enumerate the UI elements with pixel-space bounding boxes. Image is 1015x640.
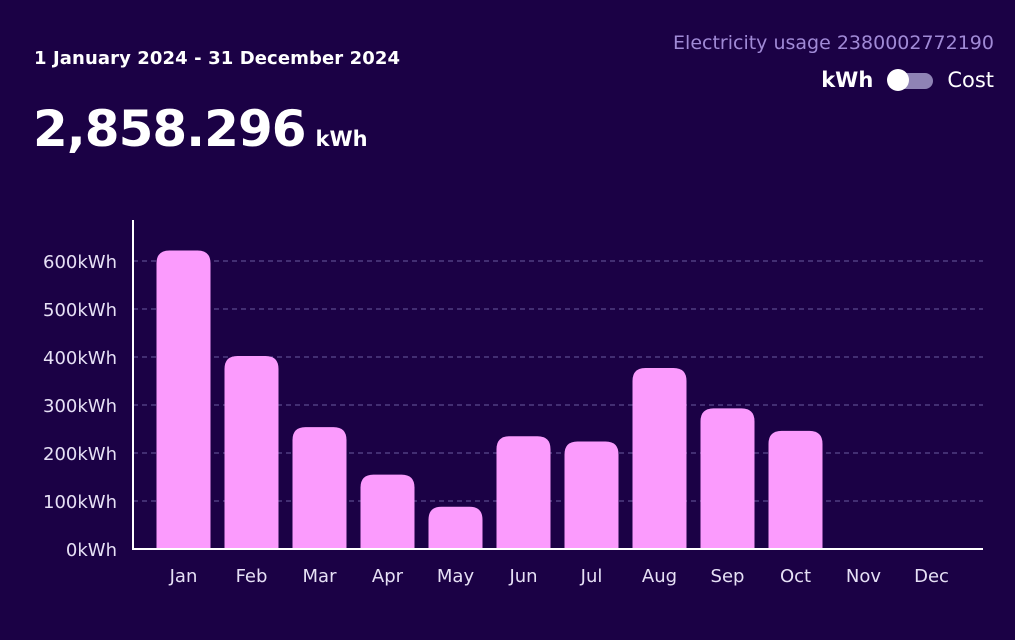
total-usage-unit: kWh: [315, 127, 368, 151]
toggle-label-kwh[interactable]: kWh: [821, 68, 874, 92]
x-tick-label: Nov: [846, 566, 881, 587]
x-tick-label: Jun: [508, 566, 537, 587]
x-tick-label: Mar: [303, 566, 338, 587]
bar-may: [428, 506, 483, 549]
bar-oct: [768, 430, 823, 549]
x-tick-label: Jul: [580, 566, 603, 587]
unit-toggle-row: kWh Cost: [821, 68, 994, 92]
y-tick-label: 200kWh: [43, 444, 117, 465]
y-tick-label: 300kWh: [43, 396, 117, 417]
date-range: 1 January 2024 - 31 December 2024: [34, 48, 401, 69]
x-tick-label: Apr: [372, 566, 404, 587]
x-tick-label: Jan: [169, 566, 198, 587]
y-tick-label: 600kWh: [43, 252, 117, 273]
toggle-label-cost[interactable]: Cost: [947, 68, 994, 92]
x-tick-label: May: [437, 566, 475, 587]
bar-apr: [360, 474, 415, 549]
y-tick-label: 0kWh: [66, 540, 117, 561]
unit-toggle-switch[interactable]: [887, 69, 934, 91]
y-tick-label: 500kWh: [43, 300, 117, 321]
x-tick-label: Aug: [642, 566, 677, 587]
y-tick-label: 400kWh: [43, 348, 117, 369]
bar-jul: [564, 441, 619, 549]
x-tick-label: Oct: [780, 566, 811, 587]
y-tick-label: 100kWh: [43, 492, 117, 513]
bar-sep: [700, 408, 755, 549]
meter-label: Electricity usage 2380002772190: [673, 32, 994, 54]
total-usage-value: 2,858.296: [33, 100, 307, 158]
bar-mar: [292, 427, 347, 549]
toggle-knob: [887, 69, 910, 91]
x-tick-label: Feb: [236, 566, 268, 587]
bar-jan: [156, 250, 211, 549]
bar-jun: [496, 436, 551, 549]
x-tick-label: Sep: [711, 566, 745, 587]
bar-feb: [224, 356, 279, 549]
bar-aug: [632, 368, 687, 549]
x-tick-label: Dec: [914, 566, 949, 587]
total-usage: 2,858.296 kWh: [33, 100, 368, 158]
